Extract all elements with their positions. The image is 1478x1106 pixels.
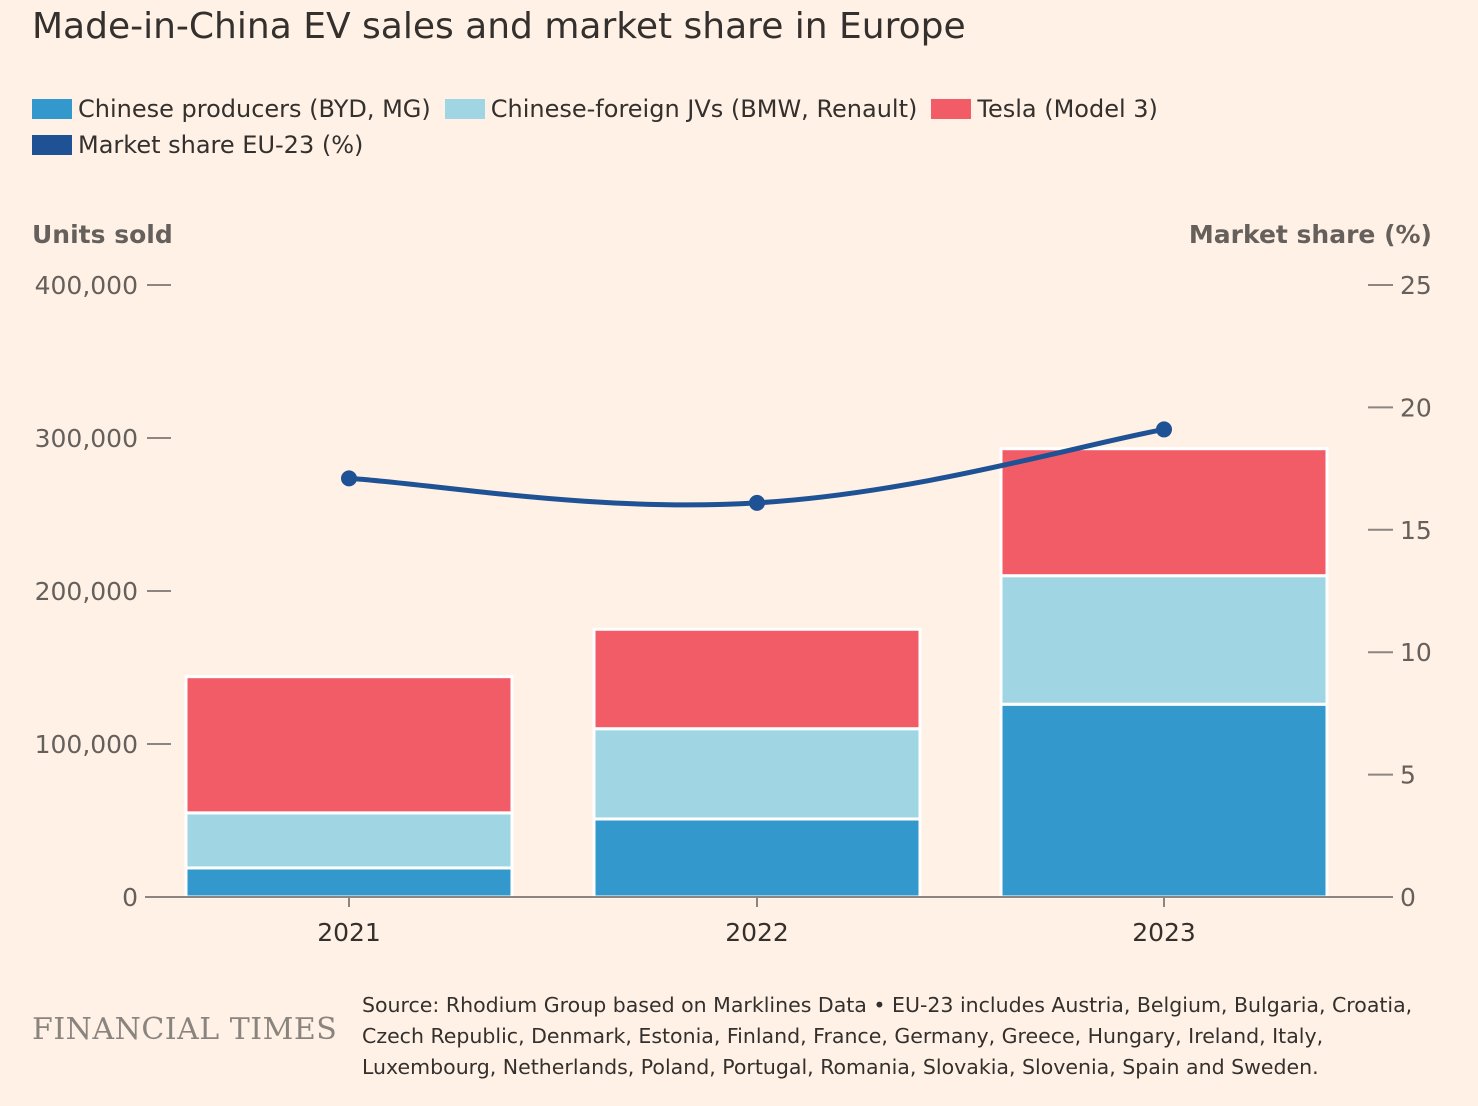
legend-label: Tesla (Model 3)	[977, 95, 1158, 123]
bar-segment	[592, 817, 922, 899]
y-tick-label-left: 400,000	[35, 271, 138, 300]
x-tick-label: 2022	[725, 918, 789, 947]
legend-row-1: Chinese producers (BYD, MG) Chinese-fore…	[32, 92, 1432, 126]
legend-swatch	[32, 135, 72, 155]
legend-item-chinese-producers: Chinese producers (BYD, MG)	[32, 95, 431, 123]
y-axis-title-right: Market share (%)	[1188, 220, 1432, 249]
bar-segment	[999, 447, 1329, 578]
market-share-point	[749, 494, 765, 511]
x-tick-label: 2021	[317, 918, 381, 947]
y-tick-label-right: 10	[1400, 638, 1432, 667]
legend-swatch	[32, 99, 72, 119]
legend: Chinese producers (BYD, MG) Chinese-fore…	[32, 92, 1432, 164]
legend-item-tesla: Tesla (Model 3)	[931, 95, 1158, 123]
bar-segment	[999, 574, 1329, 706]
market-share-point	[341, 470, 357, 487]
y-tick-label-right: 25	[1400, 271, 1432, 300]
bar-segment	[999, 702, 1329, 899]
y-tick-label-left: 300,000	[35, 424, 138, 453]
legend-swatch	[931, 99, 972, 119]
legend-row-2: Market share EU-23 (%)	[32, 128, 1432, 162]
legend-label: Chinese-foreign JVs (BMW, Renault)	[490, 95, 918, 123]
market-share-point	[1156, 421, 1172, 438]
y-axis-title-left: Units sold	[32, 220, 173, 249]
y-tick-label-left: 100,000	[35, 730, 138, 759]
bar-segment	[184, 811, 514, 870]
y-tick-label-right: 5	[1400, 761, 1416, 790]
chart-title: Made-in-China EV sales and market share …	[32, 6, 966, 47]
bar-segment	[184, 675, 514, 815]
legend-item-market-share: Market share EU-23 (%)	[32, 131, 363, 159]
y-tick-label-left: 200,000	[35, 577, 138, 606]
legend-item-chinese-foreign-jvs: Chinese-foreign JVs (BMW, Renault)	[444, 95, 918, 123]
source-note: Source: Rhodium Group based on Marklines…	[362, 993, 1413, 1079]
y-tick-label-right: 0	[1400, 883, 1416, 912]
bar-segment	[592, 627, 922, 731]
bar-segment	[592, 727, 922, 821]
y-tick-label-right: 20	[1400, 393, 1432, 422]
bar-segment	[184, 866, 514, 899]
y-tick-label-left: 0	[122, 883, 138, 912]
legend-label: Chinese producers (BYD, MG)	[78, 95, 431, 123]
legend-label: Market share EU-23 (%)	[78, 131, 364, 159]
x-tick-label: 2023	[1132, 918, 1196, 947]
y-tick-label-right: 15	[1400, 516, 1432, 545]
ft-logo: FINANCIAL TIMES	[32, 1012, 338, 1047]
legend-swatch	[444, 99, 485, 119]
